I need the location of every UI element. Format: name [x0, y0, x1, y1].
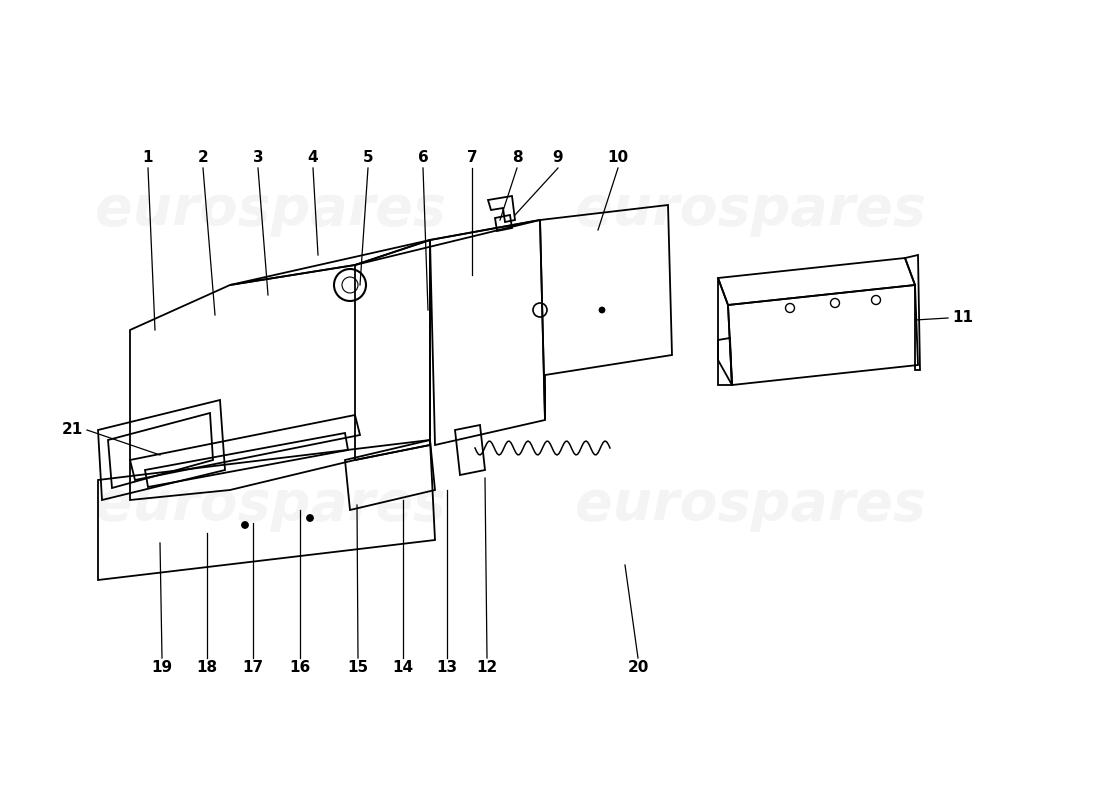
Text: 15: 15: [348, 661, 369, 675]
Text: 4: 4: [308, 150, 318, 166]
Text: 20: 20: [627, 661, 649, 675]
Text: eurospares: eurospares: [574, 478, 925, 532]
Text: 10: 10: [607, 150, 628, 166]
Circle shape: [242, 522, 248, 528]
Text: 3: 3: [253, 150, 263, 166]
Text: 14: 14: [393, 661, 414, 675]
Text: eurospares: eurospares: [95, 478, 446, 532]
Text: 2: 2: [198, 150, 208, 166]
Circle shape: [600, 307, 605, 313]
Text: 7: 7: [466, 150, 477, 166]
Text: 9: 9: [552, 150, 563, 166]
Text: 12: 12: [476, 661, 497, 675]
Text: eurospares: eurospares: [95, 183, 446, 237]
Text: 11: 11: [953, 310, 974, 326]
Text: 21: 21: [62, 422, 82, 438]
Text: 16: 16: [289, 661, 310, 675]
Text: 8: 8: [512, 150, 522, 166]
Text: 6: 6: [418, 150, 428, 166]
Text: 1: 1: [143, 150, 153, 166]
Text: 13: 13: [437, 661, 458, 675]
Circle shape: [307, 515, 314, 521]
Text: eurospares: eurospares: [574, 183, 925, 237]
Text: 19: 19: [152, 661, 173, 675]
Text: 5: 5: [363, 150, 373, 166]
Text: 17: 17: [242, 661, 264, 675]
Text: 18: 18: [197, 661, 218, 675]
